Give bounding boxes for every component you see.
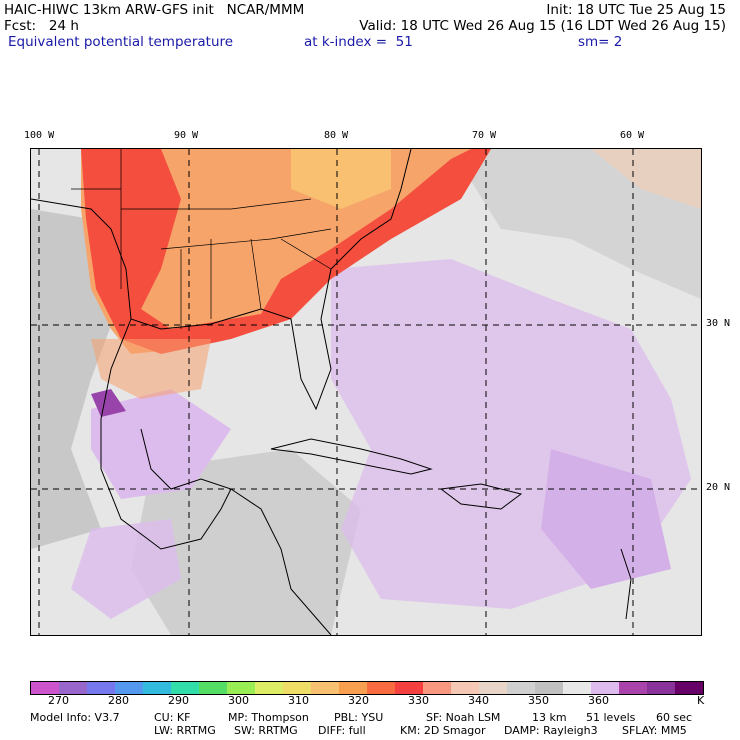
lon-label-80w: 80 W [324, 130, 349, 141]
colorbar-swatch [87, 682, 115, 694]
colorbar-units: K [697, 694, 705, 707]
colorbar-swatch [395, 682, 423, 694]
forecast-hour: Fcst: 24 h [4, 18, 79, 34]
colorbar-swatch [535, 682, 563, 694]
footer-model-info: Model Info: V3.7 [30, 711, 120, 724]
lat-label-30n: 30 N [706, 318, 731, 329]
level-index: at k-index = 51 [304, 34, 413, 50]
colorbar-tick-label: 310 [288, 694, 309, 707]
colorbar-tick-label: 330 [408, 694, 429, 707]
footer-resolution: 13 km [532, 711, 567, 724]
colorbar-swatch [479, 682, 507, 694]
hispaniola-outline [439, 483, 523, 510]
dark-purple-patch [91, 389, 126, 417]
state-borders [71, 149, 332, 329]
footer-lw: LW: RRTMG [154, 724, 216, 737]
colorbar-swatch [115, 682, 143, 694]
salmon-region-gulfcoast [91, 339, 211, 399]
smoothing-label: sm= 2 [578, 34, 623, 50]
colorbar-swatch [367, 682, 395, 694]
footer-sflay: SFLAY: MM5 [622, 724, 687, 737]
colorbar-tick-label: 270 [48, 694, 69, 707]
colorbar-swatch [283, 682, 311, 694]
footer-levels: 51 levels [586, 711, 636, 724]
lat-lon-grid [31, 149, 701, 635]
colorbar-tick-label: 320 [348, 694, 369, 707]
colorbar-swatch [675, 682, 703, 694]
colorbar-swatch [591, 682, 619, 694]
footer-pbl: PBL: YSU [334, 711, 384, 724]
colorbar-swatch [59, 682, 87, 694]
lon-label-70w: 70 W [472, 130, 497, 141]
theta-e-map [31, 149, 701, 635]
lon-label-60w: 60 W [620, 130, 645, 141]
lon-label-90w: 90 W [174, 130, 199, 141]
lesser-antilles [620, 548, 632, 620]
colorbar-swatch [423, 682, 451, 694]
footer-damp: DAMP: Rayleigh3 [504, 724, 598, 737]
colorbar-tick-label: 280 [108, 694, 129, 707]
footer-km: KM: 2D Smagor [400, 724, 486, 737]
cuba-outline [270, 438, 433, 475]
purple-region-gulf [91, 389, 231, 499]
colorbar-tick-label: 300 [228, 694, 249, 707]
map-panel [30, 148, 702, 636]
colorbar-swatch [647, 682, 675, 694]
colorbar-swatch [507, 682, 535, 694]
colorbar-swatch [199, 682, 227, 694]
colorbar-swatch [31, 682, 59, 694]
colorbar-swatch [227, 682, 255, 694]
colorbar-swatch [451, 682, 479, 694]
mexico-coastline [100, 318, 232, 550]
footer-cu: CU: KF [154, 711, 191, 724]
init-time: Init: 18 UTC Tue 25 Aug 15 [546, 2, 726, 18]
valid-time: Valid: 18 UTC Wed 26 Aug 15 (16 LDT Wed … [359, 18, 726, 34]
footer-mp: MP: Thompson [228, 711, 309, 724]
field-name: Equivalent potential temperature [8, 34, 234, 50]
footer-sw: SW: RRTMG [234, 724, 298, 737]
colorbar [30, 681, 704, 695]
colorbar-tick-label: 340 [468, 694, 489, 707]
tan-region-northeast [591, 149, 701, 209]
model-title: HAIC-HIWC 13km ARW-GFS init NCAR/MMM [4, 2, 305, 18]
colorbar-swatch [339, 682, 367, 694]
colorbar-swatch [143, 682, 171, 694]
colorbar-swatch [563, 682, 591, 694]
colorbar-swatch [255, 682, 283, 694]
colorbar-tick-label: 290 [168, 694, 189, 707]
purple-region-caribbean [541, 449, 671, 589]
central-america-coastline [230, 488, 332, 635]
lat-label-20n: 20 N [706, 482, 731, 493]
lightorange-region-ne [291, 149, 391, 209]
colorbar-tick-label: 350 [528, 694, 549, 707]
red-region-us [81, 149, 491, 354]
footer-diff: DIFF: full [318, 724, 366, 737]
colorbar-swatch [619, 682, 647, 694]
lon-label-100w: 100 W [24, 130, 55, 141]
colorbar-tick-label: 360 [588, 694, 609, 707]
us-coastline [31, 149, 412, 411]
colorbar-swatch [171, 682, 199, 694]
footer-sf: SF: Noah LSM [426, 711, 501, 724]
colorbar-swatch [311, 682, 339, 694]
footer-timestep: 60 sec [656, 711, 693, 724]
